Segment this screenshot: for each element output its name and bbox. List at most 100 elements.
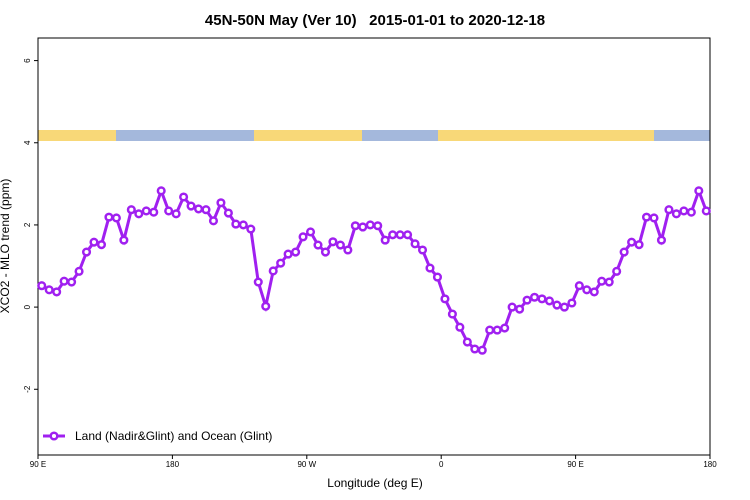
data-point	[186, 201, 196, 211]
data-point	[164, 206, 174, 216]
data-point	[179, 192, 189, 202]
x-tick-label: 90 E	[567, 460, 583, 469]
data-point	[305, 227, 316, 237]
legend-marker	[49, 431, 59, 441]
data-point	[268, 266, 278, 276]
data-point	[537, 294, 547, 304]
data-point	[589, 287, 599, 297]
data-point	[320, 247, 331, 257]
data-point	[81, 247, 92, 257]
data-point	[619, 247, 629, 257]
data-point	[193, 204, 204, 214]
data-point	[201, 205, 211, 215]
data-point	[156, 186, 166, 196]
data-point	[67, 277, 77, 287]
data-point	[223, 208, 233, 218]
data-point	[559, 302, 569, 312]
data-point	[343, 245, 353, 255]
data-point	[96, 240, 107, 250]
data-point	[141, 206, 151, 216]
y-tick-label: -2	[23, 385, 32, 393]
data-point	[111, 213, 121, 223]
data-point	[238, 220, 248, 230]
data-point	[552, 300, 562, 310]
data-point	[149, 207, 159, 217]
data-point	[485, 325, 495, 335]
y-tick-label: 6	[23, 58, 32, 63]
legend-label: Land (Nadir&Glint) and Ocean (Glint)	[75, 429, 272, 443]
data-point	[246, 224, 256, 234]
data-point	[44, 285, 54, 295]
data-point	[395, 230, 405, 240]
data-point	[89, 237, 99, 247]
data-point	[410, 239, 420, 249]
data-point	[567, 298, 577, 308]
data-point	[134, 209, 144, 219]
data-point	[365, 220, 375, 230]
x-tick-label: 180	[166, 460, 180, 469]
data-point	[216, 198, 226, 208]
data-point	[261, 301, 271, 311]
data-point	[104, 212, 114, 222]
x-tick-label: 180	[703, 460, 717, 469]
data-point	[462, 337, 472, 347]
data-point	[656, 235, 667, 245]
x-tick-label: 0	[439, 460, 444, 469]
data-point	[417, 245, 428, 255]
data-point	[373, 221, 383, 231]
data-point	[313, 240, 323, 250]
data-point	[694, 186, 704, 196]
x-axis-label: Longitude (deg E)	[327, 476, 422, 490]
data-point	[171, 209, 181, 219]
data-point	[447, 309, 457, 319]
data-point	[597, 276, 607, 286]
data-point	[208, 216, 219, 226]
data-point	[544, 296, 555, 306]
plot-frame	[37, 37, 711, 456]
data-point	[119, 235, 129, 245]
data-point	[649, 213, 659, 223]
data-point	[612, 266, 622, 276]
data-point	[425, 263, 435, 273]
data-point	[388, 230, 398, 240]
data-point	[350, 221, 360, 231]
y-tick-label: 2	[23, 222, 32, 227]
data-point	[522, 295, 532, 305]
data-point	[515, 304, 525, 314]
data-point	[335, 240, 345, 250]
data-point	[231, 219, 241, 229]
chart-title: 45N-50N May (Ver 10) 2015-01-01 to 2020-…	[205, 12, 545, 29]
data-point	[455, 322, 465, 332]
data-point	[492, 325, 502, 335]
x-tick-label: 90 E	[30, 460, 46, 469]
data-point	[604, 277, 614, 287]
data-point	[641, 212, 652, 222]
data-point	[37, 281, 47, 291]
data-point	[477, 345, 487, 355]
data-point	[686, 207, 696, 217]
data-point	[403, 230, 413, 240]
data-point	[358, 222, 368, 232]
data-point	[634, 240, 644, 250]
data-point	[470, 344, 480, 354]
data-point	[283, 249, 293, 259]
y-tick-label: 0	[23, 304, 32, 309]
y-tick-label: 4	[23, 140, 32, 145]
data-point	[276, 258, 286, 268]
data-point	[74, 266, 84, 276]
data-point	[432, 272, 443, 282]
y-axis-label: XCO2 - MLO trend (ppm)	[0, 179, 12, 314]
data-point	[529, 292, 540, 302]
data-point	[507, 302, 517, 312]
data-point	[701, 206, 711, 216]
data-point	[627, 237, 637, 247]
data-point	[664, 205, 674, 215]
data-point	[671, 209, 681, 219]
data-point	[679, 206, 689, 216]
data-point	[253, 277, 263, 287]
data-point	[126, 205, 136, 215]
data-point	[574, 281, 584, 291]
data-point	[500, 323, 510, 333]
data-point	[440, 294, 450, 304]
